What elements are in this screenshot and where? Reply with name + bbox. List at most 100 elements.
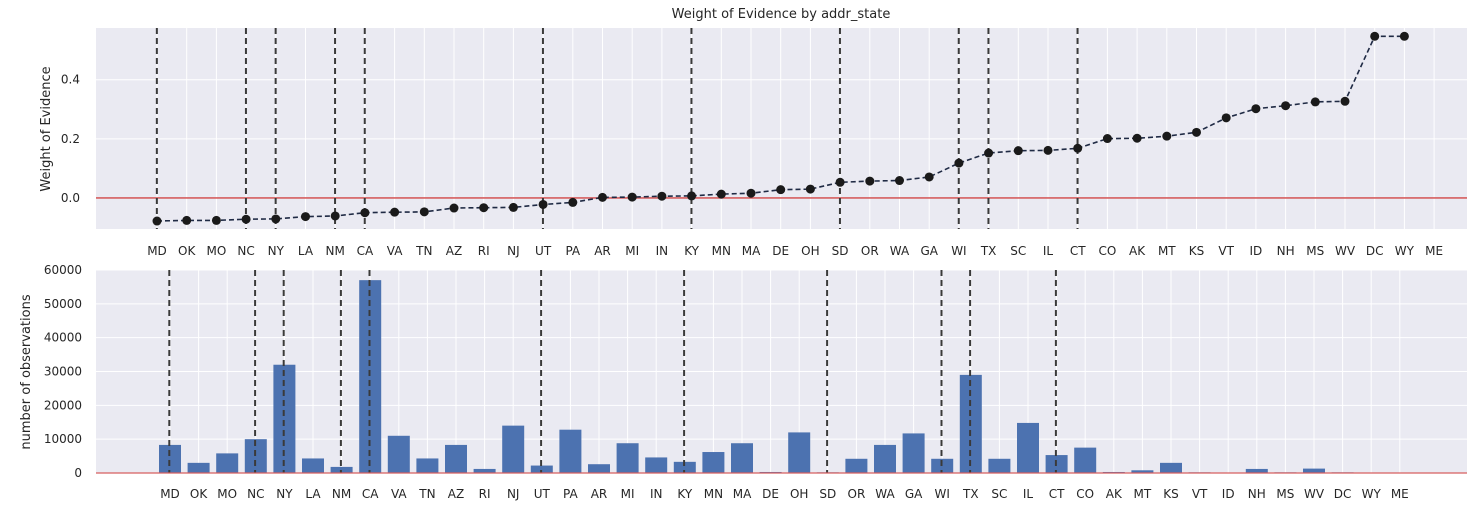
count-x-tick-label: NY <box>276 487 293 501</box>
woe-x-tick-label: NY <box>268 244 285 258</box>
count-bar <box>702 452 724 473</box>
woe-data-point <box>1162 132 1171 141</box>
count-x-tick-label: KS <box>1163 487 1179 501</box>
count-x-tick-label: WI <box>934 487 949 501</box>
count-bar <box>1303 469 1325 473</box>
count-y-tick-label: 30000 <box>44 365 82 379</box>
count-x-tick-label: MA <box>733 487 752 501</box>
woe-x-tick-label: MD <box>147 244 167 258</box>
woe-x-tick-label: OR <box>861 244 879 258</box>
woe-x-tick-label: AR <box>594 244 611 258</box>
count-x-tick-label: SC <box>991 487 1007 501</box>
woe-data-point <box>420 207 429 216</box>
count-x-tick-label: IN <box>650 487 663 501</box>
woe-data-point <box>1014 146 1023 155</box>
woe-x-tick-label: NC <box>237 244 254 258</box>
count-bar <box>788 432 810 473</box>
woe-x-tick-label: UT <box>535 244 552 258</box>
woe-data-point <box>153 217 162 226</box>
woe-x-tick-label: VT <box>1218 244 1234 258</box>
woe-x-tick-label: ME <box>1425 244 1443 258</box>
woe-x-tick-label: MT <box>1158 244 1176 258</box>
count-x-tick-label: DC <box>1334 487 1352 501</box>
woe-data-point <box>1222 113 1231 122</box>
woe-x-tick-label: KY <box>684 244 699 258</box>
woe-x-tick-label: IL <box>1043 244 1054 258</box>
woe-y-tick-label: 0.0 <box>61 191 80 205</box>
woe-x-tick-label: NH <box>1277 244 1295 258</box>
woe-x-tick-label: DC <box>1366 244 1384 258</box>
woe-data-point <box>1251 104 1260 113</box>
count-bar <box>416 458 438 473</box>
count-x-tick-label: LA <box>305 487 321 501</box>
count-x-tick-label: AR <box>591 487 608 501</box>
woe-y-tick-label: 0.2 <box>61 132 80 146</box>
count-y-tick-label: 10000 <box>44 432 82 446</box>
count-x-tick-label: MS <box>1276 487 1294 501</box>
woe-data-point <box>539 200 548 209</box>
woe-data-point <box>271 214 280 223</box>
count-x-tick-label: KY <box>677 487 692 501</box>
count-x-tick-label: WA <box>875 487 895 501</box>
woe-data-point <box>1400 32 1409 41</box>
woe-y-axis-label: Weight of Evidence <box>39 66 54 191</box>
count-x-tick-label: AZ <box>448 487 464 501</box>
count-bar <box>1246 469 1268 473</box>
woe-data-point <box>450 204 459 213</box>
woe-data-point <box>1370 32 1379 41</box>
woe-data-point <box>687 191 696 200</box>
woe-data-point <box>776 185 785 194</box>
woe-data-point <box>331 211 340 220</box>
woe-x-tick-label: MS <box>1306 244 1324 258</box>
woe-chart-title: Weight of Evidence by addr_state <box>672 7 891 22</box>
woe-data-point <box>1044 146 1053 155</box>
count-bar <box>216 453 238 473</box>
woe-x-tick-label: CA <box>357 244 374 258</box>
count-x-tick-label: NJ <box>507 487 520 501</box>
count-x-tick-label: CO <box>1076 487 1094 501</box>
woe-x-tick-label: NM <box>326 244 345 258</box>
count-y-tick-label: 60000 <box>44 263 82 277</box>
count-bar <box>188 463 210 473</box>
count-bar <box>445 445 467 473</box>
count-bar <box>474 469 496 473</box>
woe-x-tick-label: VA <box>387 244 403 258</box>
count-bar <box>302 458 324 473</box>
count-x-tick-label: IL <box>1023 487 1034 501</box>
woe-x-tick-label: RI <box>478 244 490 258</box>
count-x-tick-label: OH <box>790 487 808 501</box>
woe-data-point <box>1281 101 1290 110</box>
woe-data-point <box>1341 97 1350 106</box>
count-bar <box>159 445 181 473</box>
woe-data-point <box>806 185 815 194</box>
count-x-tick-label: DE <box>762 487 779 501</box>
count-x-tick-label: MI <box>621 487 635 501</box>
woe-x-tick-label: AK <box>1129 244 1146 258</box>
count-x-tick-label: TN <box>418 487 435 501</box>
woe-data-point <box>479 203 488 212</box>
woe-y-tick-label: 0.4 <box>61 73 80 87</box>
woe-data-point <box>360 208 369 217</box>
woe-data-point <box>301 212 310 221</box>
count-x-tick-label: VT <box>1192 487 1208 501</box>
woe-data-point <box>925 172 934 181</box>
woe-data-point <box>1073 144 1082 153</box>
woe-x-tick-label: CT <box>1070 244 1086 258</box>
woe-x-tick-label: LA <box>298 244 314 258</box>
woe-data-point <box>836 178 845 187</box>
woe-x-tick-label: GA <box>920 244 938 258</box>
woe-data-point <box>865 177 874 186</box>
count-y-tick-label: 0 <box>74 466 82 480</box>
woe-x-tick-label: MI <box>625 244 639 258</box>
count-x-tick-label: WY <box>1362 487 1382 501</box>
woe-x-tick-label: WI <box>951 244 966 258</box>
count-bar <box>1017 423 1039 473</box>
woe-data-point <box>657 192 666 201</box>
count-x-tick-label: SD <box>819 487 836 501</box>
count-bar <box>617 443 639 473</box>
woe-x-tick-label: WY <box>1395 244 1415 258</box>
woe-x-tick-label: MA <box>742 244 761 258</box>
count-x-tick-label: CA <box>362 487 379 501</box>
